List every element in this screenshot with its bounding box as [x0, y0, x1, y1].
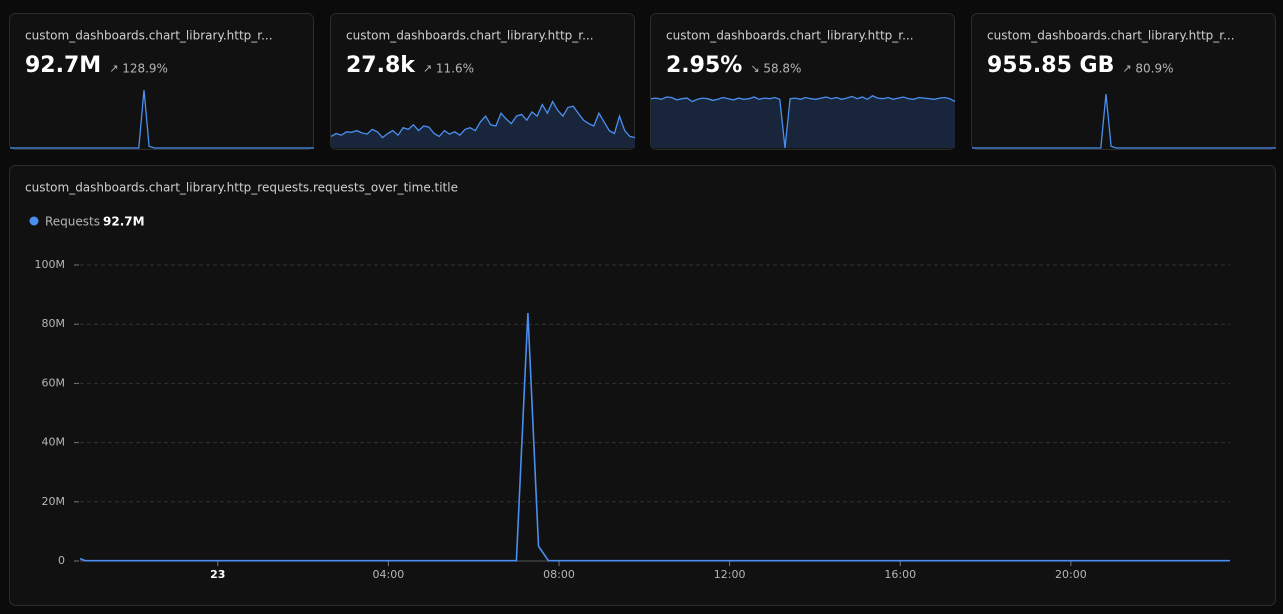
sparkline-area — [331, 101, 635, 148]
trend-arrow: ↗ — [1122, 62, 1131, 75]
sparkline — [972, 94, 1276, 149]
chart-card — [9, 165, 1276, 606]
y-tick-label: 60M — [42, 376, 66, 389]
y-tick-label: 80M — [42, 317, 66, 330]
y-tick-label: 20M — [42, 495, 66, 508]
y-tick-label: 0 — [58, 554, 65, 567]
card-value: 92.7M — [25, 53, 101, 78]
card-change: 11.6% — [436, 62, 474, 76]
card-value: 27.8k — [346, 53, 416, 78]
legend-label: Requests — [45, 215, 100, 229]
series-line — [79, 312, 1230, 562]
x-tick-label: 16:00 — [884, 568, 916, 581]
card — [9, 13, 314, 150]
card-change: 58.8% — [763, 62, 801, 76]
sparkline — [10, 89, 314, 149]
sparkline — [650, 95, 956, 149]
card-title: custom_dashboards.chart_library.http_r..… — [666, 29, 914, 43]
card-change: 80.9% — [1135, 62, 1173, 76]
trend-arrow: ↗ — [423, 62, 432, 75]
card-value: 2.95% — [666, 53, 742, 78]
legend-value: 92.7M — [103, 215, 145, 229]
card — [971, 13, 1276, 150]
x-tick-label: 04:00 — [373, 568, 405, 581]
card-title: custom_dashboards.chart_library.http_r..… — [346, 29, 594, 43]
x-tick-label: 20:00 — [1055, 568, 1087, 581]
sparkline-area — [651, 95, 955, 148]
card-title: custom_dashboards.chart_library.http_r..… — [25, 29, 273, 43]
trend-arrow: ↘ — [750, 62, 759, 75]
chart-title: custom_dashboards.chart_library.http_req… — [25, 181, 458, 195]
sparkline — [330, 100, 636, 139]
legend-dot — [29, 216, 39, 226]
x-tick-label: 12:00 — [714, 568, 746, 581]
card-title: custom_dashboards.chart_library.http_r..… — [987, 29, 1235, 43]
y-tick-label: 40M — [42, 436, 66, 449]
x-tick-label: 23 — [210, 568, 225, 581]
x-tick-label: 08:00 — [543, 568, 575, 581]
card-change: 128.9% — [122, 62, 168, 76]
y-tick-label: 100M — [35, 258, 66, 271]
card-value: 955.85 GB — [987, 53, 1114, 78]
trend-arrow: ↗ — [109, 62, 118, 75]
